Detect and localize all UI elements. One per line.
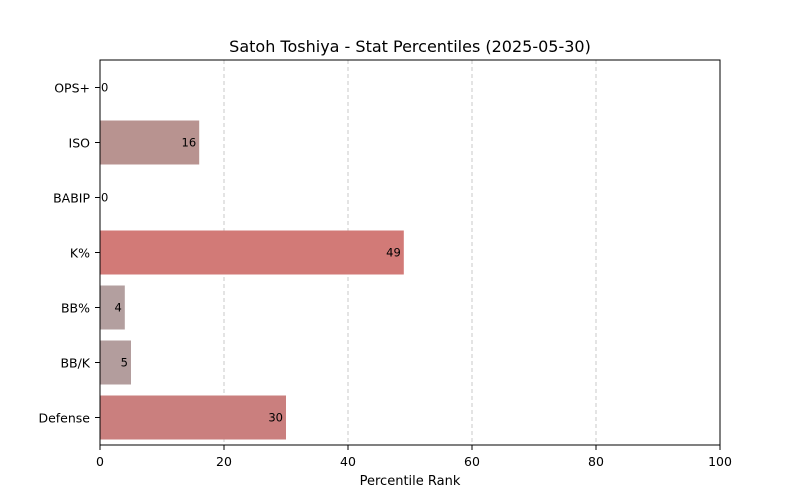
bar-defense — [100, 395, 286, 440]
bar-value-label: 4 — [114, 301, 121, 315]
y-tick-label: Defense — [38, 411, 90, 426]
y-tick-label: OPS+ — [54, 81, 90, 96]
bars — [100, 120, 404, 440]
y-tick-label: BB/K — [60, 356, 90, 371]
x-tick-label: 100 — [708, 454, 732, 469]
x-axis-ticks: 0 20 40 60 80 100 — [96, 445, 732, 469]
bar-iso — [100, 120, 200, 165]
data-labels: 0 16 0 49 4 5 30 — [101, 81, 401, 425]
x-axis-label: Percentile Rank — [360, 474, 461, 489]
x-tick-label: 60 — [464, 454, 480, 469]
y-tick-label: BB% — [61, 301, 90, 316]
x-tick-label: 40 — [340, 454, 356, 469]
bar-value-label: 30 — [268, 411, 283, 425]
bar-value-label: 0 — [101, 81, 108, 95]
y-axis-ticks: OPS+ ISO BABIP K% BB% BB/K Defense — [38, 81, 100, 426]
y-tick-label: ISO — [69, 136, 91, 151]
x-tick-label: 80 — [588, 454, 604, 469]
bar-bb-k — [100, 340, 131, 385]
x-tick-label: 20 — [216, 454, 232, 469]
y-tick-label: K% — [70, 246, 90, 261]
bar-value-label: 16 — [182, 136, 197, 150]
bar-value-label: 5 — [121, 356, 128, 370]
bar-value-label: 0 — [101, 191, 108, 205]
y-tick-label: BABIP — [53, 191, 90, 206]
bar-bb- — [100, 285, 125, 330]
bar-value-label: 49 — [386, 246, 401, 260]
x-tick-label: 0 — [96, 454, 104, 469]
bar-k- — [100, 230, 404, 275]
chart-title: Satoh Toshiya - Stat Percentiles (2025-0… — [229, 37, 591, 56]
